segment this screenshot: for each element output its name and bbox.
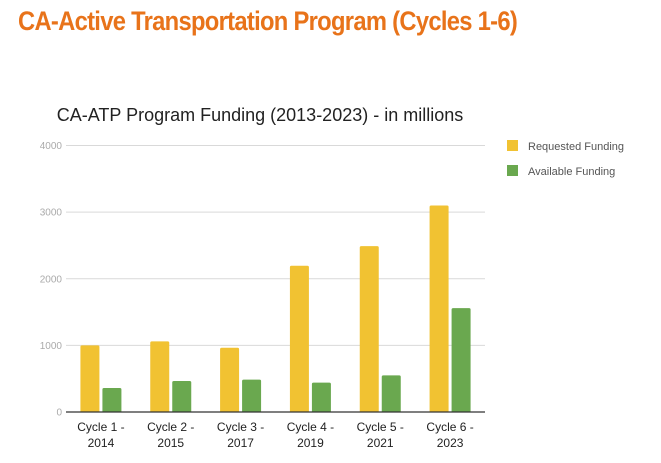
x-tick-label: 2017 <box>227 436 254 450</box>
bar-available-funding <box>381 375 401 412</box>
x-tick-label: Cycle 4 - <box>287 420 334 434</box>
x-tick-label: 2021 <box>367 436 394 450</box>
x-tick-label: 2015 <box>157 436 184 450</box>
bar-requested-funding <box>289 265 309 412</box>
bar-available-funding <box>311 382 331 412</box>
x-tick-label: 2023 <box>437 436 464 450</box>
page-title: CA-Active Transportation Program (Cycles… <box>18 6 518 36</box>
x-tick-label: 2019 <box>297 436 324 450</box>
bar-available-funding <box>242 379 262 412</box>
legend-label: Available Funding <box>528 166 615 178</box>
bar-requested-funding <box>429 205 449 412</box>
chart-title: CA-ATP Program Funding (2013-2023) - in … <box>57 105 464 125</box>
x-tick-label: Cycle 5 - <box>357 420 404 434</box>
x-tick-label: Cycle 6 - <box>426 420 473 434</box>
legend-item[interactable]: Requested Funding <box>507 140 624 153</box>
bar-available-funding <box>102 388 122 412</box>
y-tick-label: 4000 <box>40 141 63 152</box>
legend-swatch <box>507 140 518 151</box>
x-tick-label: Cycle 1 - <box>77 420 124 434</box>
legend-item[interactable]: Available Funding <box>507 165 615 178</box>
legend-label: Requested Funding <box>528 141 624 153</box>
bar-available-funding <box>172 381 192 412</box>
gridlines <box>66 145 485 346</box>
y-tick-label: 1000 <box>40 341 63 352</box>
y-axis-ticks: 0 1000 2000 3000 4000 <box>40 141 63 419</box>
bars <box>80 205 471 412</box>
y-tick-label: 2000 <box>40 274 63 285</box>
legend: Requested Funding Available Funding <box>507 140 624 178</box>
bar-requested-funding <box>220 347 240 412</box>
bar-requested-funding <box>80 345 100 412</box>
x-tick-label: 2014 <box>88 436 115 450</box>
y-tick-label: 3000 <box>40 208 63 219</box>
x-tick-label: Cycle 3 - <box>217 420 264 434</box>
x-axis-labels: Cycle 1 - 2014 Cycle 2 - 2015 Cycle 3 - 2017 C… <box>77 420 474 450</box>
legend-swatch <box>507 165 518 176</box>
bar-available-funding <box>451 308 471 412</box>
y-tick-label: 0 <box>56 408 62 419</box>
bar-requested-funding <box>359 246 379 412</box>
bar-requested-funding <box>150 341 170 412</box>
x-tick-label: Cycle 2 - <box>147 420 194 434</box>
